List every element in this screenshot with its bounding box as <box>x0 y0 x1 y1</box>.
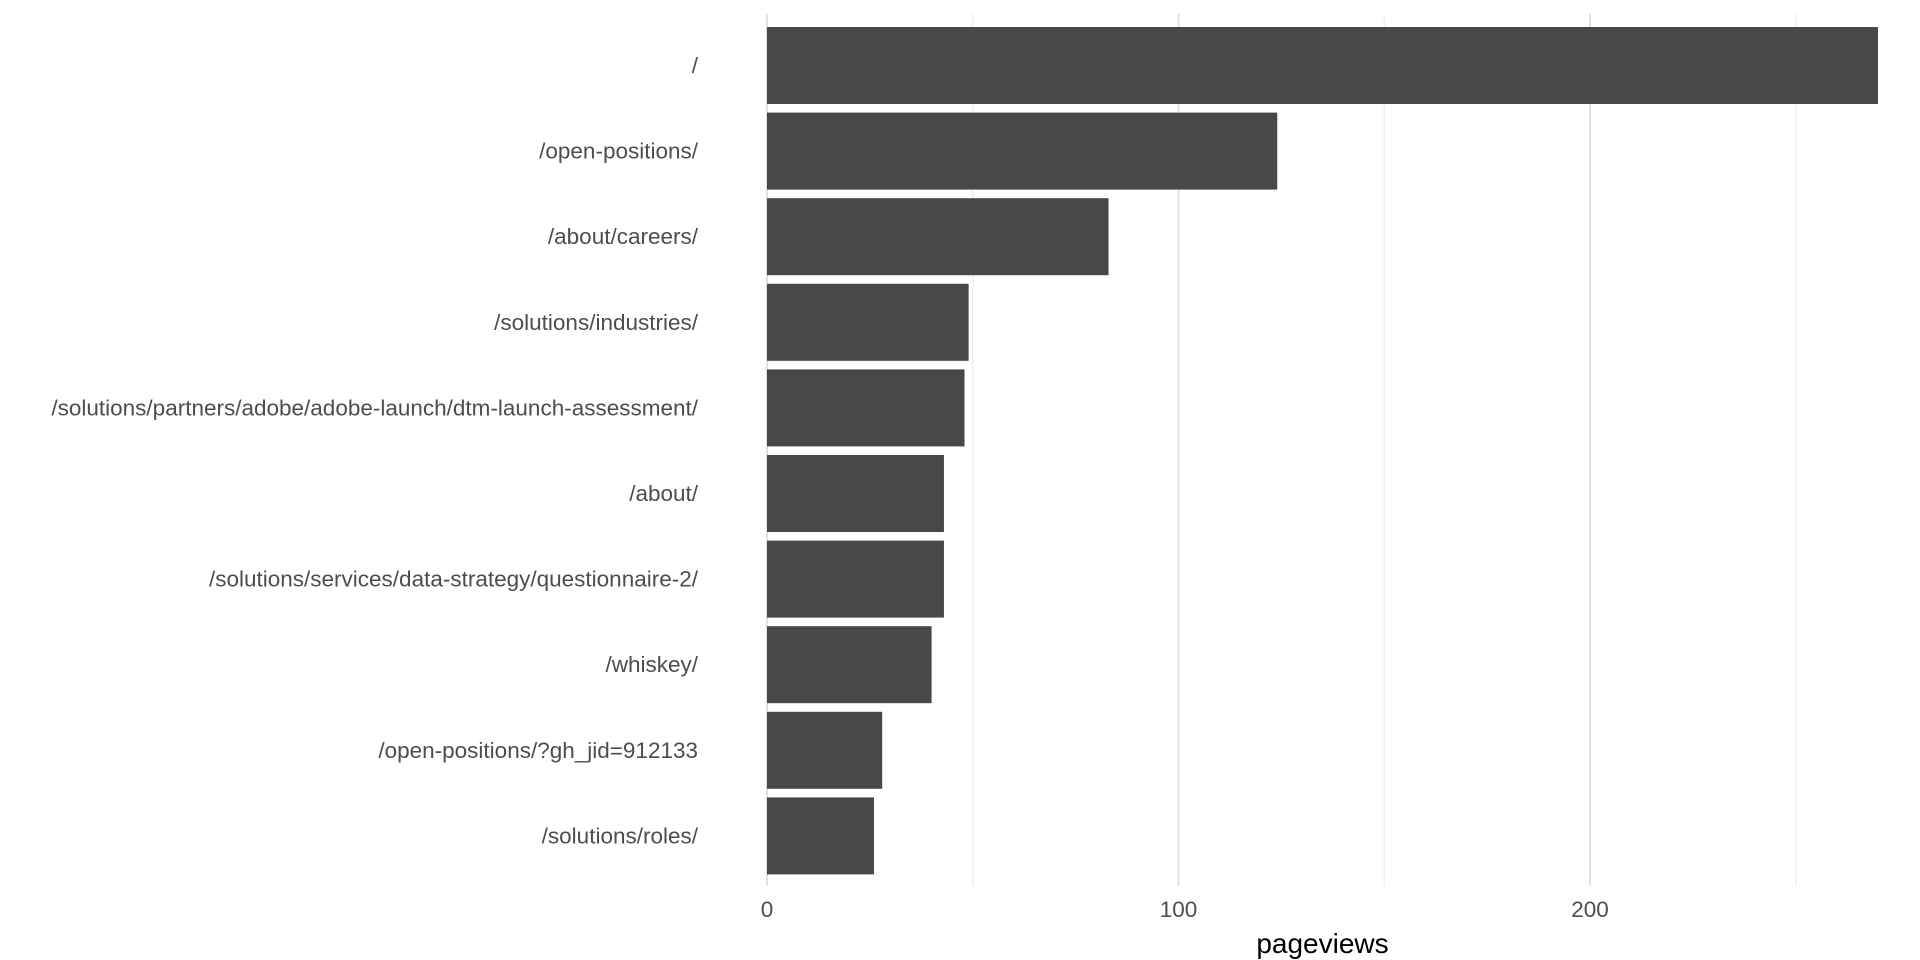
bar <box>767 198 1109 276</box>
bar <box>767 797 874 875</box>
bar <box>767 369 965 447</box>
category-label: /solutions/partners/adobe/adobe-launch/d… <box>51 395 698 420</box>
bar <box>767 112 1278 190</box>
x-tick-label: 100 <box>1160 897 1198 922</box>
bar <box>767 455 944 532</box>
category-label: / <box>692 53 699 78</box>
category-label: /solutions/roles/ <box>542 823 699 848</box>
category-label: /solutions/industries/ <box>494 310 699 335</box>
category-labels: / /open-positions/ /about/careers/ /solutio… <box>51 53 698 848</box>
x-axis-title: pageviews <box>1256 928 1388 959</box>
bar <box>767 27 1878 104</box>
category-label: /whiskey/ <box>605 652 698 677</box>
category-label: /open-positions/ <box>539 139 699 164</box>
bar <box>767 711 883 789</box>
bars <box>767 27 1878 875</box>
x-tick-label: 0 <box>761 897 774 922</box>
x-tick-labels: 0 100 200 <box>761 897 1609 922</box>
bar <box>767 540 944 618</box>
bar <box>767 283 969 361</box>
x-tick-label: 200 <box>1571 897 1609 922</box>
category-label: /about/careers/ <box>548 224 699 249</box>
category-label: /open-positions/?gh_jid=912133 <box>378 738 698 763</box>
bar <box>767 626 932 704</box>
category-label: /solutions/services/data-strategy/questi… <box>209 567 699 592</box>
category-label: /about/ <box>629 481 699 506</box>
